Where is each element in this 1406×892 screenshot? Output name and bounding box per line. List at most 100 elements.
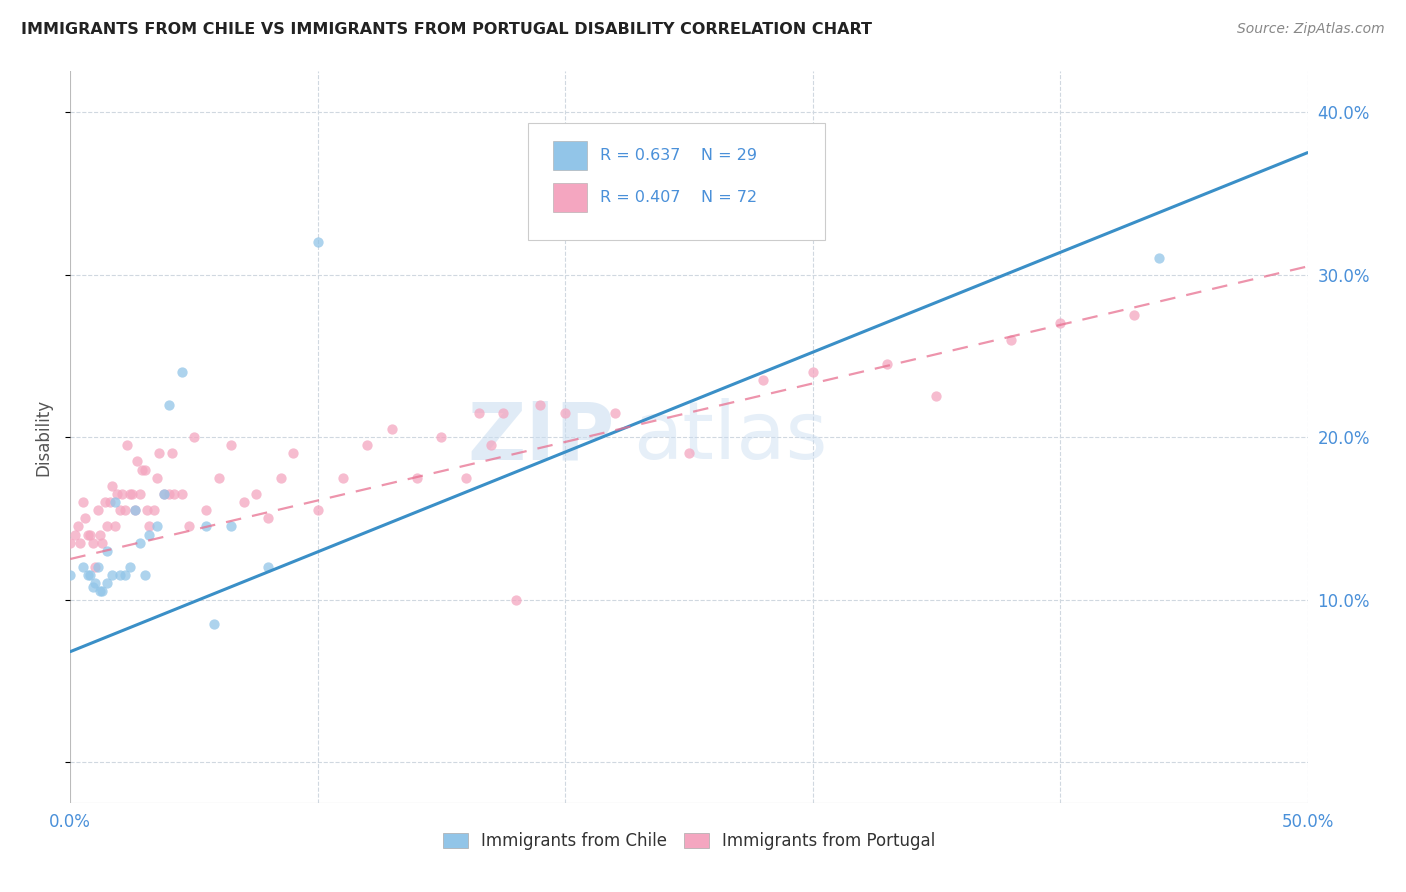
Point — [1147, 252, 1170, 266]
Point — [257, 511, 280, 525]
Point — [72, 495, 94, 509]
Point — [146, 519, 169, 533]
Text: IMMIGRANTS FROM CHILE VS IMMIGRANTS FROM PORTUGAL DISABILITY CORRELATION CHART: IMMIGRANTS FROM CHILE VS IMMIGRANTS FROM… — [21, 22, 872, 37]
Point — [128, 535, 150, 549]
Point — [232, 495, 254, 509]
Point — [104, 495, 127, 509]
Point — [492, 406, 515, 420]
Point — [505, 592, 527, 607]
Point — [115, 438, 138, 452]
Text: atlas: atlas — [633, 398, 828, 476]
Point — [108, 568, 131, 582]
Point — [127, 454, 149, 468]
Point — [456, 471, 478, 485]
Point — [124, 503, 146, 517]
Point — [101, 479, 124, 493]
Point — [148, 446, 170, 460]
Point — [801, 365, 824, 379]
Point — [177, 519, 200, 533]
Point — [405, 471, 427, 485]
Point — [86, 560, 108, 574]
Point — [163, 487, 186, 501]
FancyBboxPatch shape — [553, 183, 588, 211]
Point — [195, 519, 218, 533]
Point — [121, 487, 143, 501]
Point — [170, 487, 193, 501]
Point — [89, 584, 111, 599]
Point — [105, 487, 128, 501]
Y-axis label: Disability: Disability — [34, 399, 52, 475]
Point — [114, 568, 136, 582]
Point — [66, 519, 89, 533]
Legend: Immigrants from Chile, Immigrants from Portugal: Immigrants from Chile, Immigrants from P… — [436, 825, 942, 856]
Point — [138, 527, 160, 541]
Point — [307, 503, 329, 517]
Point — [479, 438, 502, 452]
Point — [160, 446, 183, 460]
Point — [157, 487, 180, 501]
Point — [65, 527, 87, 541]
Point — [86, 503, 108, 517]
Point — [96, 544, 118, 558]
Text: Source: ZipAtlas.com: Source: ZipAtlas.com — [1237, 22, 1385, 37]
Point — [59, 568, 82, 582]
Point — [678, 446, 700, 460]
Point — [219, 438, 242, 452]
Point — [554, 406, 576, 420]
Point — [356, 438, 378, 452]
Point — [96, 576, 118, 591]
Point — [118, 560, 141, 574]
Point — [157, 398, 180, 412]
Point — [69, 535, 91, 549]
Point — [202, 617, 225, 632]
Point — [82, 580, 104, 594]
Point — [101, 568, 124, 582]
Point — [111, 487, 134, 501]
Point — [94, 495, 117, 509]
Point — [183, 430, 205, 444]
Point — [138, 519, 160, 533]
Point — [72, 560, 94, 574]
Point — [1000, 333, 1022, 347]
Point — [131, 462, 153, 476]
Point — [153, 487, 176, 501]
Point — [529, 398, 551, 412]
Point — [467, 406, 489, 420]
Point — [79, 527, 101, 541]
Point — [257, 560, 280, 574]
Point — [76, 527, 98, 541]
Point — [876, 357, 898, 371]
Point — [82, 535, 104, 549]
Point — [143, 503, 166, 517]
Point — [925, 389, 948, 403]
Point — [270, 471, 292, 485]
Point — [84, 576, 107, 591]
Text: R = 0.637    N = 29: R = 0.637 N = 29 — [600, 148, 756, 163]
Point — [381, 422, 404, 436]
Point — [128, 487, 150, 501]
Point — [136, 503, 159, 517]
Point — [332, 471, 354, 485]
Point — [134, 462, 156, 476]
Point — [1049, 316, 1071, 330]
Point — [104, 519, 127, 533]
Point — [307, 235, 329, 249]
Point — [430, 430, 453, 444]
Point — [281, 446, 304, 460]
Text: R = 0.407    N = 72: R = 0.407 N = 72 — [600, 190, 756, 204]
Point — [603, 406, 626, 420]
Point — [195, 503, 218, 517]
Point — [752, 373, 775, 387]
Point — [96, 519, 118, 533]
Point — [114, 503, 136, 517]
Point — [134, 568, 156, 582]
Point — [124, 503, 146, 517]
FancyBboxPatch shape — [553, 141, 588, 170]
Point — [91, 584, 114, 599]
Point — [1123, 308, 1146, 322]
Point — [79, 568, 101, 582]
Point — [75, 511, 97, 525]
Point — [59, 535, 82, 549]
Point — [89, 527, 111, 541]
Point — [153, 487, 176, 501]
